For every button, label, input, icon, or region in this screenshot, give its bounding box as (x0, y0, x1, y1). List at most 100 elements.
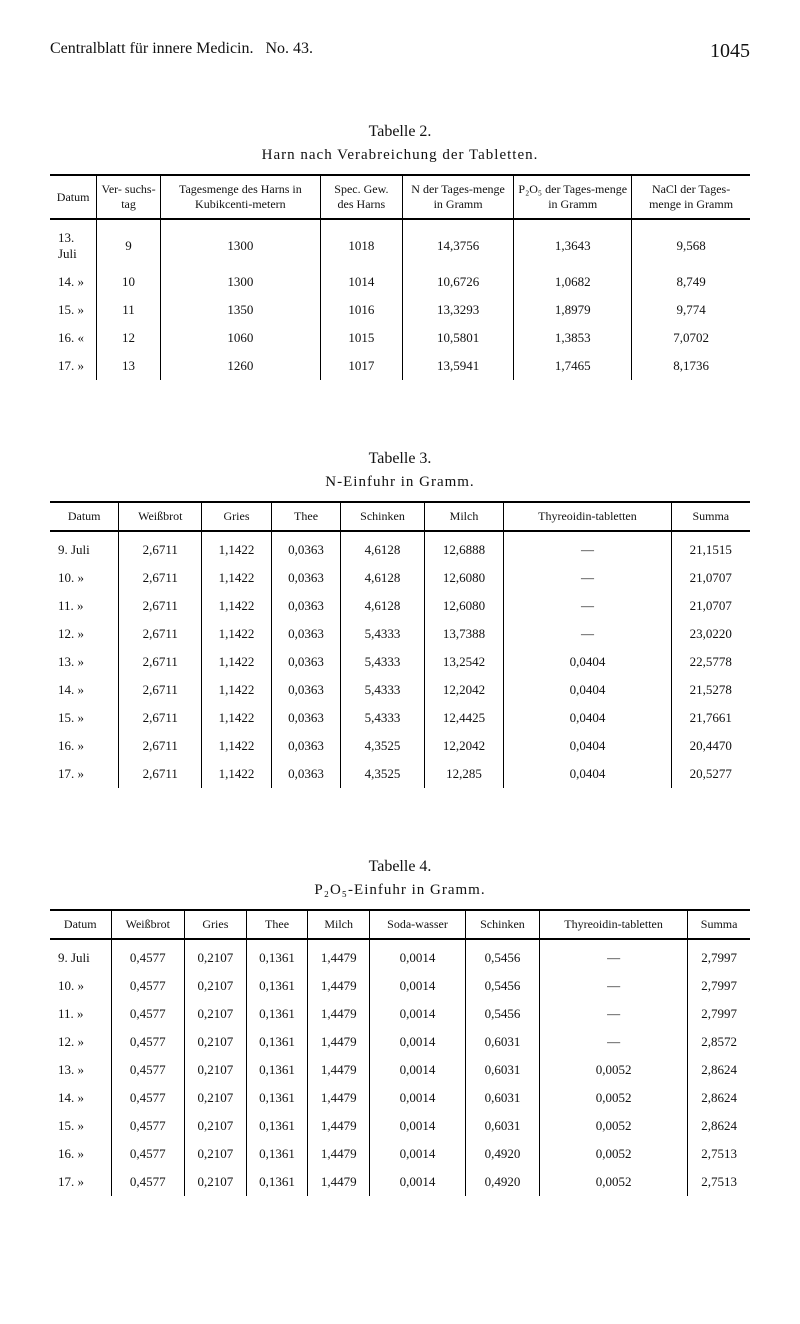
table-cell: 0,4577 (111, 1056, 185, 1084)
table-cell: 0,2107 (185, 1000, 247, 1028)
table-cell: 2,6711 (119, 531, 202, 564)
table-cell: 20,4470 (671, 732, 750, 760)
table-cell: 0,4920 (465, 1168, 539, 1196)
t3-col-sodawasser: Soda-wasser (370, 910, 466, 939)
table-cell: 0,0404 (504, 676, 671, 704)
table-cell: — (539, 939, 687, 972)
table-cell: 14. » (50, 268, 97, 296)
table-cell: 13,3293 (402, 296, 513, 324)
table-cell: 21,0707 (671, 592, 750, 620)
table-cell: 12 (97, 324, 161, 352)
table1: Datum Ver- suchs- tag Tagesmenge des Har… (50, 174, 750, 380)
table-cell: 10 (97, 268, 161, 296)
table-cell: 2,6711 (119, 564, 202, 592)
t3-col-thee: Thee (246, 910, 308, 939)
table-cell: 0,0052 (539, 1084, 687, 1112)
table-cell: 0,1361 (246, 1168, 308, 1196)
table-cell: 0,2107 (185, 939, 247, 972)
table-cell: 4,6128 (341, 564, 424, 592)
table-row: 14. »0,45770,21070,13611,44790,00140,603… (50, 1084, 750, 1112)
table-cell: 1,4479 (308, 1056, 370, 1084)
table-cell: 17. » (50, 1168, 111, 1196)
table-row: 12. »2,67111,14220,03635,433313,7388—23,… (50, 620, 750, 648)
t3-col-gries: Gries (185, 910, 247, 939)
table2: Datum Weißbrot Gries Thee Schinken Milch… (50, 501, 750, 788)
t2-col-thee: Thee (271, 502, 341, 531)
table-row: 9. Juli2,67111,14220,03634,612812,6888—2… (50, 531, 750, 564)
table-cell: 2,8624 (688, 1112, 750, 1140)
table-cell: 0,5456 (465, 1000, 539, 1028)
table-cell: 1,4479 (308, 1140, 370, 1168)
table-cell: 0,2107 (185, 1112, 247, 1140)
table-cell: 1,4479 (308, 1112, 370, 1140)
table-cell: 0,2107 (185, 1056, 247, 1084)
table-cell: 5,4333 (341, 620, 424, 648)
table-cell: 22,5778 (671, 648, 750, 676)
table-cell: 1,1422 (202, 760, 272, 788)
table3: Datum Weißbrot Gries Thee Milch Soda-was… (50, 909, 750, 1196)
table-cell: 0,0014 (370, 939, 466, 972)
table-cell: 11 (97, 296, 161, 324)
table-row: 13. »0,45770,21070,13611,44790,00140,603… (50, 1056, 750, 1084)
table-cell: 8,1736 (632, 352, 750, 380)
table-cell: 2,6711 (119, 760, 202, 788)
table-cell: 15. » (50, 704, 119, 732)
table-row: 14. »101300101410,67261,06828,749 (50, 268, 750, 296)
table-cell: 2,7997 (688, 939, 750, 972)
table-cell: 1300 (160, 268, 320, 296)
table-cell: 12,2042 (424, 676, 504, 704)
t1-col-tagesmenge: Tagesmenge des Harns in Kubikcenti-meter… (160, 175, 320, 219)
table-cell: 1,3643 (514, 219, 632, 268)
table-cell: 23,0220 (671, 620, 750, 648)
table-cell: 0,1361 (246, 1084, 308, 1112)
table-row: 17. »0,45770,21070,13611,44790,00140,492… (50, 1168, 750, 1196)
table-cell: 1,1422 (202, 564, 272, 592)
table-cell: 13. » (50, 648, 119, 676)
table-cell: 1060 (160, 324, 320, 352)
table-cell: 1017 (320, 352, 402, 380)
table3-subtitle: P₂O₅-Einfuhr in Gramm. (50, 882, 750, 899)
t2-col-schinken: Schinken (341, 502, 424, 531)
table2-subtitle: N-Einfuhr in Gramm. (50, 474, 750, 491)
table-cell: 13 (97, 352, 161, 380)
table-cell: 16. « (50, 324, 97, 352)
table-row: 15. »0,45770,21070,13611,44790,00140,603… (50, 1112, 750, 1140)
t3-col-datum: Datum (50, 910, 111, 939)
table-cell: 0,1361 (246, 1140, 308, 1168)
table-cell: 0,0363 (271, 648, 341, 676)
table-cell: 2,6711 (119, 592, 202, 620)
table-cell: 14,3756 (402, 219, 513, 268)
table-cell: 1300 (160, 219, 320, 268)
table-row: 10. »0,45770,21070,13611,44790,00140,545… (50, 972, 750, 1000)
table-cell: 0,5456 (465, 939, 539, 972)
table-cell: 2,8624 (688, 1084, 750, 1112)
table-cell: 0,0404 (504, 760, 671, 788)
table-cell: — (539, 972, 687, 1000)
table-cell: 0,0014 (370, 1140, 466, 1168)
table-cell: 1,0682 (514, 268, 632, 296)
table-cell: 1,1422 (202, 531, 272, 564)
table-cell: 11. » (50, 592, 119, 620)
table-cell: 13,5941 (402, 352, 513, 380)
table-cell: 21,5278 (671, 676, 750, 704)
table-cell: 20,5277 (671, 760, 750, 788)
table-cell: 0,0363 (271, 676, 341, 704)
t2-col-gries: Gries (202, 502, 272, 531)
table-cell: 0,0014 (370, 1112, 466, 1140)
table-cell: 0,1361 (246, 1112, 308, 1140)
table-cell: 9. Juli (50, 939, 111, 972)
journal-name: Centralblatt für innere Medicin. No. 43. (50, 40, 313, 63)
table-cell: 0,0014 (370, 1056, 466, 1084)
t1-col-n: N der Tages-menge in Gramm (402, 175, 513, 219)
table-cell: 0,4577 (111, 1084, 185, 1112)
t3-col-weissbrot: Weißbrot (111, 910, 185, 939)
table-cell: 21,1515 (671, 531, 750, 564)
table-cell: 0,1361 (246, 939, 308, 972)
t1-col-versuchstag: Ver- suchs- tag (97, 175, 161, 219)
t3-col-milch: Milch (308, 910, 370, 939)
table-cell: 2,6711 (119, 676, 202, 704)
table-cell: 9,774 (632, 296, 750, 324)
table-cell: 13. Juli (50, 219, 97, 268)
table-cell: 1260 (160, 352, 320, 380)
table-cell: 0,0363 (271, 760, 341, 788)
